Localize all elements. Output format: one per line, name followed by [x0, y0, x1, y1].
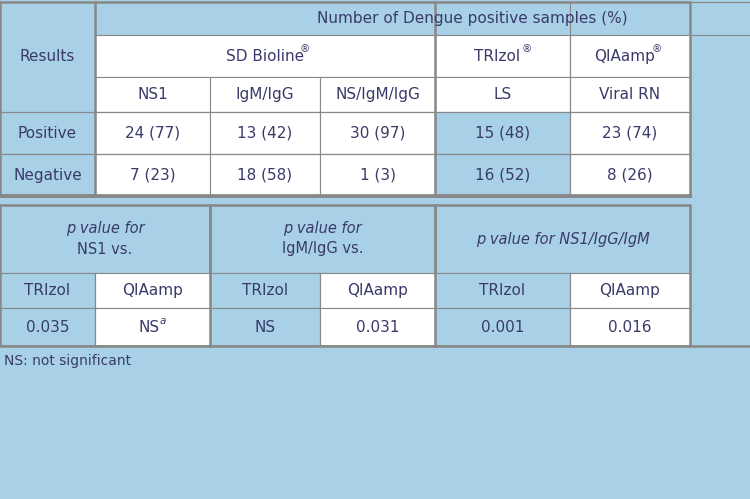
Bar: [0, 2, 690, 196]
Bar: [95, 77, 210, 112]
Text: ®: ®: [300, 44, 310, 54]
Text: 16 (52): 16 (52): [475, 168, 530, 183]
Bar: [0, 346, 750, 376]
Bar: [0, 308, 95, 346]
Text: NS/IgM/IgG: NS/IgM/IgG: [335, 87, 420, 102]
Bar: [435, 273, 570, 308]
Bar: [95, 154, 210, 196]
Bar: [570, 35, 690, 77]
Text: TRIzol: TRIzol: [479, 283, 526, 298]
Bar: [320, 112, 435, 154]
Bar: [0, 205, 210, 273]
Bar: [95, 273, 210, 308]
Text: 23 (74): 23 (74): [602, 126, 658, 141]
Bar: [320, 308, 435, 346]
Text: 30 (97): 30 (97): [350, 126, 405, 141]
Bar: [570, 273, 690, 308]
Bar: [435, 154, 570, 196]
Text: NS1 vs.: NS1 vs.: [77, 242, 133, 256]
Text: a: a: [159, 316, 166, 326]
Bar: [210, 205, 435, 273]
Text: Negative: Negative: [13, 168, 82, 183]
Bar: [570, 77, 690, 112]
Text: 7 (23): 7 (23): [130, 168, 176, 183]
Text: IgM/IgG vs.: IgM/IgG vs.: [282, 242, 363, 256]
Bar: [570, 112, 690, 154]
Bar: [320, 77, 435, 112]
Bar: [320, 273, 435, 308]
Text: QIAamp: QIAamp: [347, 283, 408, 298]
Text: p value for: p value for: [66, 221, 144, 236]
Text: 13 (42): 13 (42): [237, 126, 292, 141]
Text: 0.001: 0.001: [481, 319, 524, 334]
Text: QIAamp: QIAamp: [122, 283, 183, 298]
Bar: [95, 2, 750, 35]
Bar: [210, 154, 320, 196]
Text: ®: ®: [652, 44, 662, 54]
Text: Results: Results: [20, 48, 75, 63]
Text: 0.016: 0.016: [608, 319, 652, 334]
Text: 1 (3): 1 (3): [359, 168, 395, 183]
Bar: [0, 35, 95, 77]
Bar: [435, 112, 570, 154]
Bar: [210, 273, 320, 308]
Text: 0.031: 0.031: [356, 319, 399, 334]
Bar: [0, 112, 95, 154]
Bar: [210, 308, 320, 346]
Text: 24 (77): 24 (77): [125, 126, 180, 141]
Text: IgM/IgG: IgM/IgG: [236, 87, 294, 102]
Bar: [435, 308, 570, 346]
Text: TRIzol: TRIzol: [25, 283, 70, 298]
Text: QIAamp: QIAamp: [599, 283, 661, 298]
Bar: [435, 35, 570, 77]
Text: 18 (58): 18 (58): [238, 168, 292, 183]
Bar: [320, 154, 435, 196]
Text: NS1: NS1: [137, 87, 168, 102]
Text: p value for NS1/IgG/IgM: p value for NS1/IgG/IgM: [476, 232, 650, 247]
Text: NS: NS: [139, 319, 160, 334]
Text: Number of Dengue positive samples (%): Number of Dengue positive samples (%): [317, 11, 628, 26]
Text: p value for: p value for: [284, 221, 362, 236]
Bar: [570, 154, 690, 196]
Text: LS: LS: [494, 87, 512, 102]
Bar: [0, 273, 95, 308]
Text: ®: ®: [521, 44, 532, 54]
Bar: [95, 112, 210, 154]
Bar: [95, 308, 210, 346]
Bar: [95, 35, 435, 77]
Bar: [210, 112, 320, 154]
Text: 15 (48): 15 (48): [475, 126, 530, 141]
Text: Viral RN: Viral RN: [599, 87, 661, 102]
Text: TRIzol: TRIzol: [242, 283, 288, 298]
Bar: [210, 77, 320, 112]
Text: Positive: Positive: [18, 126, 77, 141]
Text: NS: not significant: NS: not significant: [4, 354, 131, 368]
Bar: [435, 205, 690, 273]
Bar: [0, 2, 95, 35]
Bar: [0, 154, 95, 196]
Text: NS: NS: [254, 319, 275, 334]
Text: 0.035: 0.035: [26, 319, 69, 334]
Bar: [0, 205, 690, 346]
Text: QIAamp: QIAamp: [595, 48, 656, 63]
Text: TRIzol: TRIzol: [475, 48, 520, 63]
Bar: [0, 77, 95, 112]
Bar: [570, 308, 690, 346]
Text: 8 (26): 8 (26): [608, 168, 652, 183]
Bar: [435, 77, 570, 112]
Text: SD Bioline: SD Bioline: [226, 48, 304, 63]
